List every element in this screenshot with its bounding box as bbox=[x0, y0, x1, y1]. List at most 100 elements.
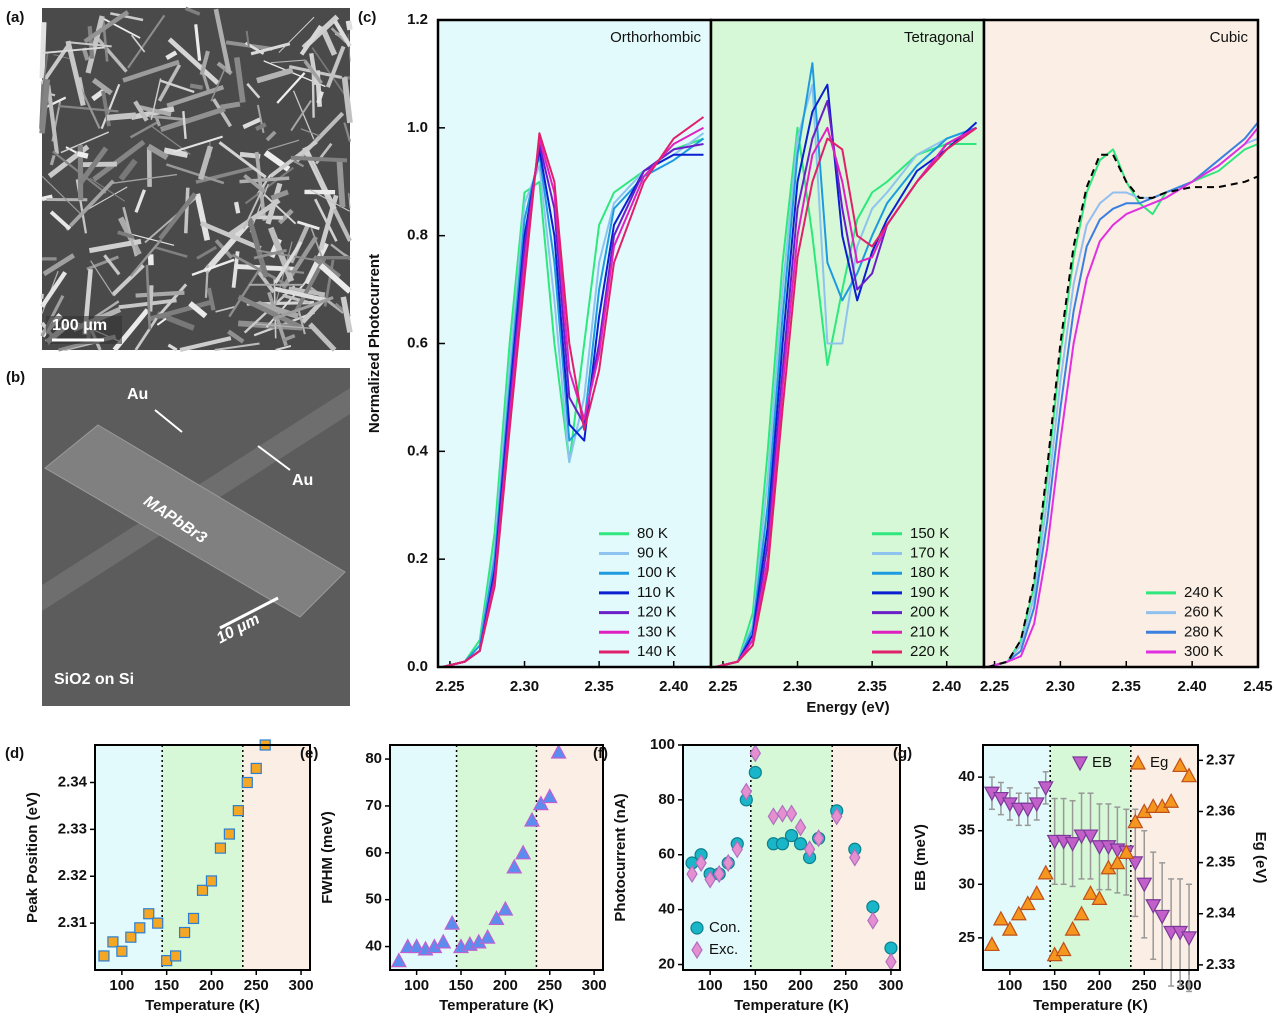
crystal-rod bbox=[133, 100, 149, 122]
crystal-rod bbox=[158, 192, 197, 240]
marker bbox=[107, 936, 119, 948]
arrow bbox=[154, 409, 183, 433]
spectrum-line bbox=[715, 62, 977, 668]
crystal-rod bbox=[228, 263, 264, 318]
marker bbox=[690, 921, 704, 935]
crystal-rod bbox=[108, 173, 178, 185]
crystal-rod bbox=[194, 24, 202, 61]
phase-region bbox=[390, 745, 457, 970]
sem-image-b bbox=[42, 368, 350, 706]
marker bbox=[232, 805, 244, 817]
y-tick-label: 1.0 bbox=[407, 119, 428, 136]
panel-label: (g) bbox=[893, 745, 912, 762]
crystal-rod bbox=[313, 198, 338, 242]
y-tick-label: 0.2 bbox=[407, 550, 428, 567]
marker bbox=[541, 788, 558, 804]
x-tick-label: 2.30 bbox=[510, 678, 539, 695]
crystal-rod bbox=[100, 83, 121, 130]
x-tick-label: 250 bbox=[1132, 977, 1157, 994]
crystal-rod bbox=[343, 122, 352, 142]
crystal-rod bbox=[206, 287, 216, 311]
marker bbox=[98, 950, 110, 962]
y-tick-label: 80 bbox=[365, 750, 382, 767]
crystal-rod bbox=[318, 263, 352, 294]
crystal-rod bbox=[184, 187, 190, 234]
panel-background bbox=[438, 20, 711, 667]
crystal-rod bbox=[296, 220, 320, 231]
crystal-rod bbox=[184, 6, 201, 16]
plot-frame bbox=[389, 744, 604, 971]
crystal-rod bbox=[106, 112, 137, 121]
crystal-rod bbox=[245, 30, 250, 47]
scale-bar-label: 100 μm bbox=[52, 317, 107, 334]
panel-label: (f) bbox=[593, 745, 608, 762]
x-tick-label: 150 bbox=[448, 977, 473, 994]
marker bbox=[713, 864, 725, 884]
marker bbox=[187, 912, 200, 925]
marker bbox=[205, 875, 218, 887]
marker bbox=[1001, 920, 1018, 936]
annotation: Au bbox=[292, 472, 313, 489]
x-tick-label: 250 bbox=[244, 977, 269, 994]
marker bbox=[408, 938, 425, 954]
x-tick-label: 2.40 bbox=[932, 678, 961, 695]
x-tick-label: 2.40 bbox=[1178, 678, 1207, 695]
panel-label: (e) bbox=[300, 745, 318, 762]
marker bbox=[695, 853, 707, 873]
crystal-rod bbox=[244, 166, 294, 205]
marker bbox=[1037, 864, 1054, 880]
marker bbox=[775, 837, 790, 851]
crystal-rod bbox=[194, 193, 211, 241]
marker bbox=[849, 848, 861, 867]
crystal-rod bbox=[39, 79, 51, 134]
crystal-rod bbox=[270, 59, 306, 64]
y2-tick-label: 2.37 bbox=[1206, 751, 1235, 768]
crystal-rod bbox=[158, 283, 188, 317]
crystal-rod bbox=[265, 130, 277, 142]
marker bbox=[1073, 905, 1090, 921]
marker bbox=[722, 853, 734, 873]
y-tick-label: 60 bbox=[658, 846, 675, 863]
legend-label: 110 K bbox=[637, 584, 675, 601]
marker bbox=[1055, 941, 1072, 957]
x-tick-label: 2.25 bbox=[708, 678, 737, 695]
crystal-rod bbox=[215, 305, 237, 313]
x-tick-label: 2.30 bbox=[783, 678, 812, 695]
crystal-rod bbox=[86, 255, 119, 271]
marker bbox=[488, 910, 505, 926]
y-axis-label: Photocurrent (nA) bbox=[612, 793, 629, 921]
y-tick-label: 30 bbox=[958, 875, 975, 892]
marker bbox=[686, 864, 698, 884]
marker bbox=[1136, 877, 1153, 893]
crystal-rod bbox=[90, 260, 114, 296]
panel-label: (b) bbox=[6, 369, 25, 386]
crystal-rod bbox=[149, 114, 189, 122]
crystal-rod bbox=[156, 317, 167, 326]
crystal-rod bbox=[277, 208, 294, 225]
marker bbox=[1082, 829, 1099, 845]
x-tick-label: 150 bbox=[1042, 977, 1067, 994]
marker bbox=[1154, 909, 1171, 925]
marker bbox=[831, 807, 843, 826]
y-tick-label: 40 bbox=[958, 768, 975, 785]
marker bbox=[178, 926, 191, 939]
crystal-rod bbox=[282, 293, 311, 305]
phase-region bbox=[750, 745, 833, 970]
legend-label: 190 K bbox=[910, 584, 949, 601]
y-tick-label: 80 bbox=[658, 791, 675, 808]
crystal-rod bbox=[275, 345, 292, 351]
marker bbox=[444, 914, 461, 930]
crystal-rod bbox=[87, 26, 95, 59]
crystal-rod bbox=[237, 294, 301, 329]
marker bbox=[992, 910, 1009, 926]
crystal-rod bbox=[49, 210, 72, 231]
legend-label: 90 K bbox=[637, 544, 668, 561]
x-axis-label: Temperature (K) bbox=[439, 997, 554, 1014]
y-tick-label: 70 bbox=[365, 797, 382, 814]
crystal-rod bbox=[129, 121, 158, 139]
y-tick-label: 35 bbox=[958, 822, 975, 839]
y-tick-label: 2.32 bbox=[58, 867, 87, 884]
legend-label: 180 K bbox=[910, 564, 949, 581]
marker bbox=[1010, 905, 1027, 921]
crystal-rod bbox=[292, 90, 315, 140]
